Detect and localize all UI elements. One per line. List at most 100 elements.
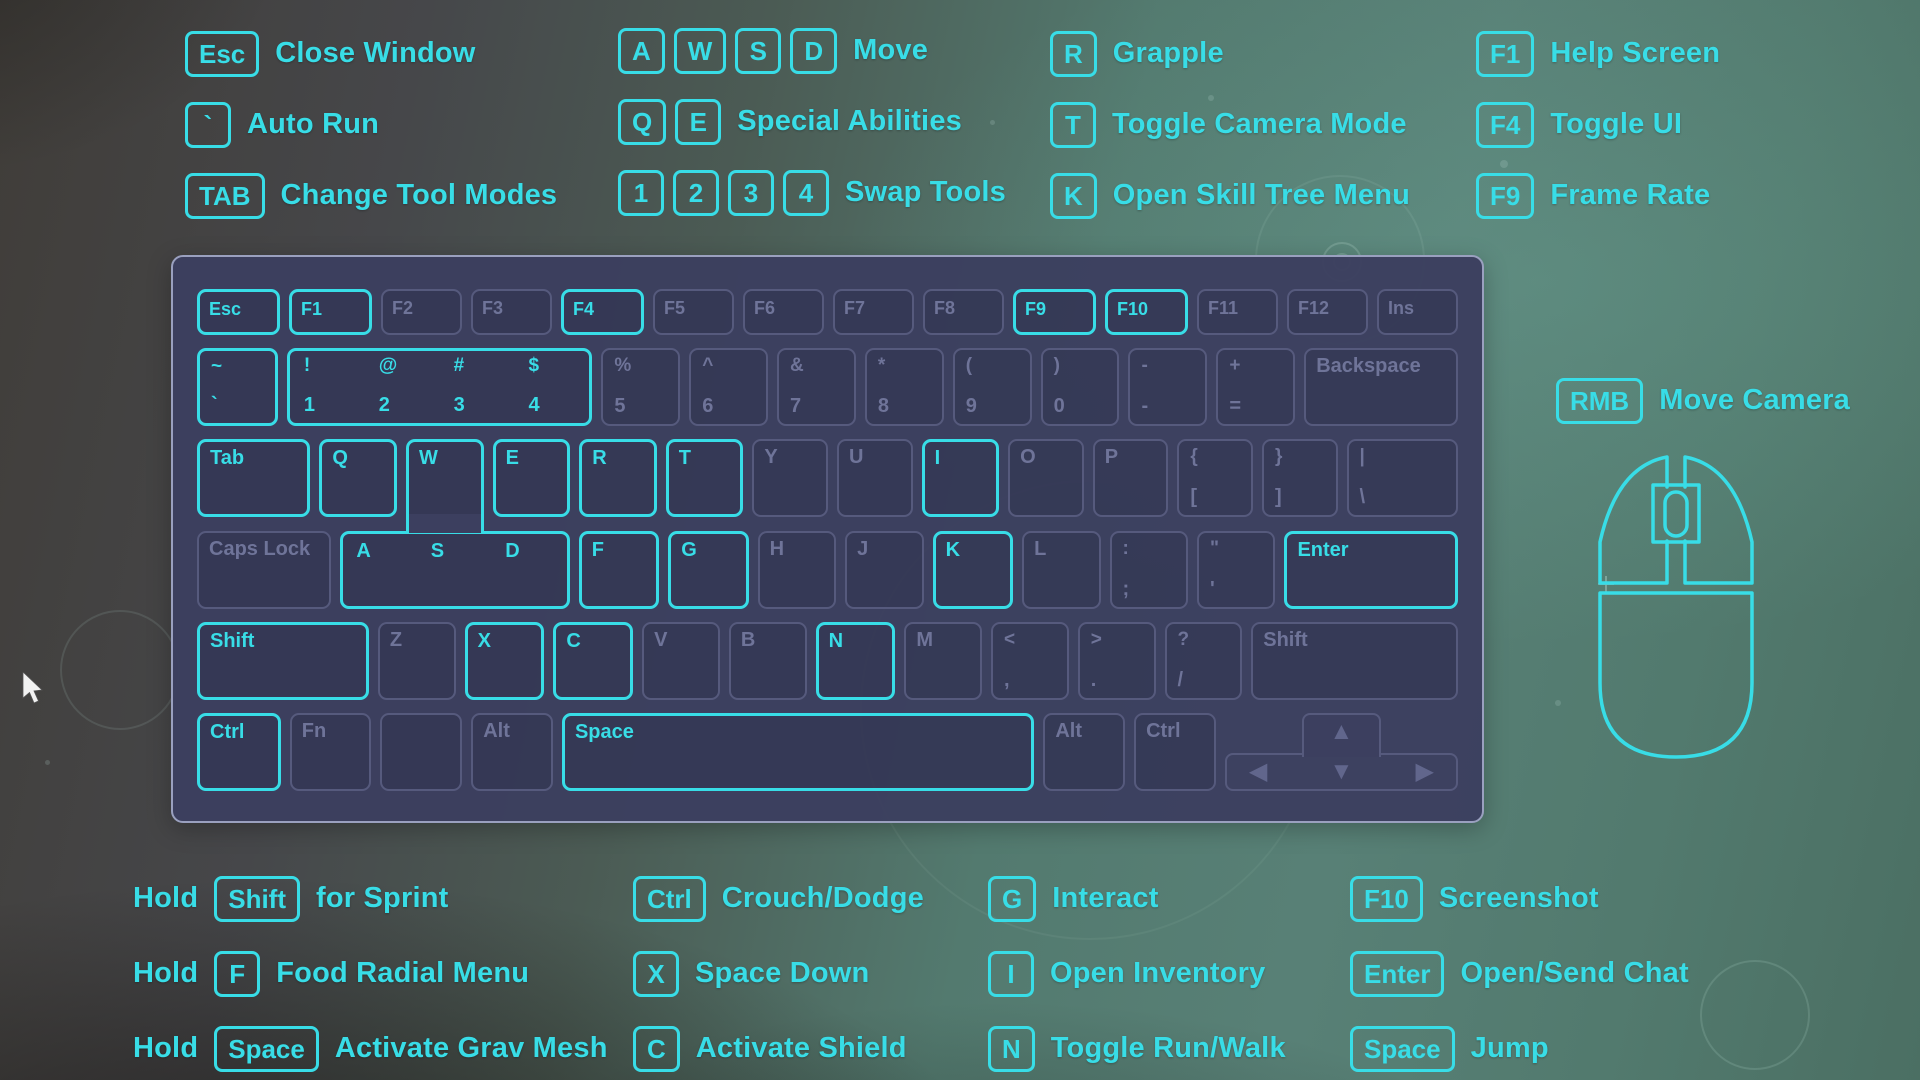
- kbd-key-f7: F7: [833, 289, 914, 335]
- kbd-key-l: L: [1022, 530, 1101, 609]
- kbd-key-u: U: [836, 439, 913, 518]
- legend-item: K Open Skill Tree Menu: [1050, 172, 1410, 219]
- legend-key-chips: G: [988, 875, 1037, 922]
- legend-key-chips: C: [633, 1025, 680, 1072]
- bg-dot: [1208, 95, 1214, 101]
- key-chip-e: E: [675, 98, 722, 145]
- key-chip-f1: F1: [1476, 30, 1535, 77]
- kbd-key-caps-lock: Caps Lock: [197, 530, 332, 609]
- arrow-up-icon: ▲: [1301, 712, 1382, 757]
- kbd-key--: + =: [1216, 348, 1296, 427]
- key-chip-tab: TAB: [185, 172, 265, 219]
- key-chip-4: 4: [783, 169, 829, 216]
- kbd-key-alt: Alt: [1043, 712, 1126, 791]
- kbd-key-enter: Enter: [1284, 530, 1459, 609]
- legend-item: Esc Close Window: [185, 30, 557, 77]
- legend-key-chips: F10: [1350, 875, 1423, 922]
- key-chip-c: C: [633, 1025, 680, 1072]
- kbd-key-x: X: [464, 621, 545, 700]
- legend-label: Move: [853, 34, 929, 66]
- kbd-key--: >.: [1077, 621, 1156, 700]
- kbd-key-8: * 8: [864, 348, 944, 427]
- legend-key-chips: F9: [1476, 172, 1535, 219]
- legend-key-chips: TAB: [185, 172, 265, 219]
- kbd-key--: <,: [991, 621, 1069, 700]
- key-chip-esc: Esc: [185, 30, 260, 77]
- legend-item: F9 Frame Rate: [1476, 172, 1720, 219]
- legend-key-chips: F1: [1476, 30, 1535, 77]
- legend-column-movement: A W S D Move Q E Special Abilities 1 2 3 4 Swap Tool…: [618, 27, 1006, 216]
- legend-prefix: Hold: [133, 1032, 199, 1064]
- kbd-key-k: K: [932, 530, 1014, 609]
- kbd-key--: ~ `: [197, 348, 278, 427]
- legend-column-interaction: G Interact I Open Inventory N Toggle Run/Walk: [988, 875, 1286, 1072]
- legend-label: Screenshot: [1438, 882, 1599, 914]
- key-chip-g: G: [988, 875, 1037, 922]
- kbd-key-6: ^ 6: [689, 348, 769, 427]
- kbd-key-s: S: [430, 539, 445, 562]
- bg-dot: [1500, 160, 1508, 168]
- legend-label: Food Radial Menu: [276, 957, 530, 989]
- legend-item: 1 2 3 4 Swap Tools: [618, 169, 1006, 216]
- kbd-key-f11: F11: [1197, 289, 1278, 335]
- legend-key-chips: K: [1050, 172, 1097, 219]
- legend-label: Toggle Camera Mode: [1112, 108, 1407, 140]
- kbd-key-p: P: [1092, 439, 1169, 518]
- keyboard-row-4: Shift Z X C V B N M <, >.? / Shift: [197, 621, 1459, 700]
- legend-item: N Toggle Run/Walk: [988, 1025, 1286, 1072]
- legend-label: Crouch/Dodge: [721, 882, 924, 914]
- kbd-key-f: F: [578, 530, 660, 609]
- legend-item: G Interact: [988, 875, 1286, 922]
- key-chip-t: T: [1050, 101, 1096, 148]
- kbd-key-o: O: [1008, 439, 1084, 518]
- legend-prefix: Hold: [133, 882, 199, 914]
- legend-label: Toggle UI: [1550, 108, 1683, 140]
- legend-label: Frame Rate: [1550, 179, 1711, 211]
- mouse-legend: RMB Move Camera: [1556, 377, 1850, 424]
- legend-column-system: Esc Close Window ` Auto Run TAB Change Tool M…: [185, 30, 557, 219]
- key-chip-s: S: [735, 27, 782, 74]
- legend-item: T Toggle Camera Mode: [1050, 101, 1410, 148]
- legend-item: F10 Screenshot: [1350, 875, 1689, 922]
- kbd-key-7: & 7: [777, 348, 856, 427]
- kbd-key-space: Space: [561, 712, 1035, 791]
- bg-dot: [1555, 700, 1561, 706]
- legend-prefix: Hold: [133, 957, 199, 989]
- key-chip-r: R: [1050, 30, 1097, 77]
- key-chip-space: Space: [1350, 1025, 1455, 1072]
- mouse-cursor-icon: [22, 672, 43, 704]
- legend-item: Enter Open/Send Chat: [1350, 950, 1689, 997]
- kbd-key-1: ! 1: [303, 355, 315, 417]
- legend-item: R Grapple: [1050, 30, 1410, 77]
- legend-label: Special Abilities: [737, 105, 962, 137]
- kbd-key-3: #3: [453, 355, 465, 417]
- legend-key-chips: N: [988, 1025, 1035, 1072]
- legend-column-misc: F10 Screenshot Enter Open/Send Chat Space Jum…: [1350, 875, 1689, 1072]
- kbd-key-arrow-cluster: ▲ ◀ ▼ ▶: [1224, 712, 1459, 791]
- legend-key-chips: Space: [214, 1025, 319, 1072]
- legend-item: X Space Down: [633, 950, 924, 997]
- legend-label: Activate Grav Mesh: [334, 1032, 608, 1064]
- kbd-key-a: A: [356, 539, 371, 562]
- down-arrow-icon: ▼: [1329, 757, 1354, 785]
- legend-key-chips: X: [633, 950, 679, 997]
- keyboard-row-0: Esc F1 F2 F3 F4 F5 F6 F7 F8 F9 F10 F11 F12 Ins: [197, 289, 1458, 335]
- kbd-key-d: D: [505, 539, 520, 562]
- kbd-key-1234: ! 1 @2 #3 $4: [286, 348, 593, 427]
- kbd-key-shift: Shift: [197, 621, 369, 700]
- kbd-key--: :;: [1109, 530, 1188, 609]
- key-chip-x: X: [633, 950, 679, 997]
- arrow-bar: ◀ ▼ ▶: [1224, 752, 1459, 791]
- legend-label: Space Down: [695, 957, 870, 989]
- kbd-key-f5: F5: [653, 289, 734, 335]
- kbd-key-c: C: [553, 621, 634, 700]
- key-chip-space: Space: [214, 1025, 319, 1072]
- key-chip-w: W: [673, 27, 727, 74]
- kbd-key-blank: [380, 712, 463, 791]
- key-chip-3: 3: [728, 169, 774, 216]
- key-chip-f4: F4: [1476, 101, 1535, 148]
- kbd-key--: {[: [1177, 439, 1253, 518]
- legend-key-chips: Esc: [185, 30, 260, 77]
